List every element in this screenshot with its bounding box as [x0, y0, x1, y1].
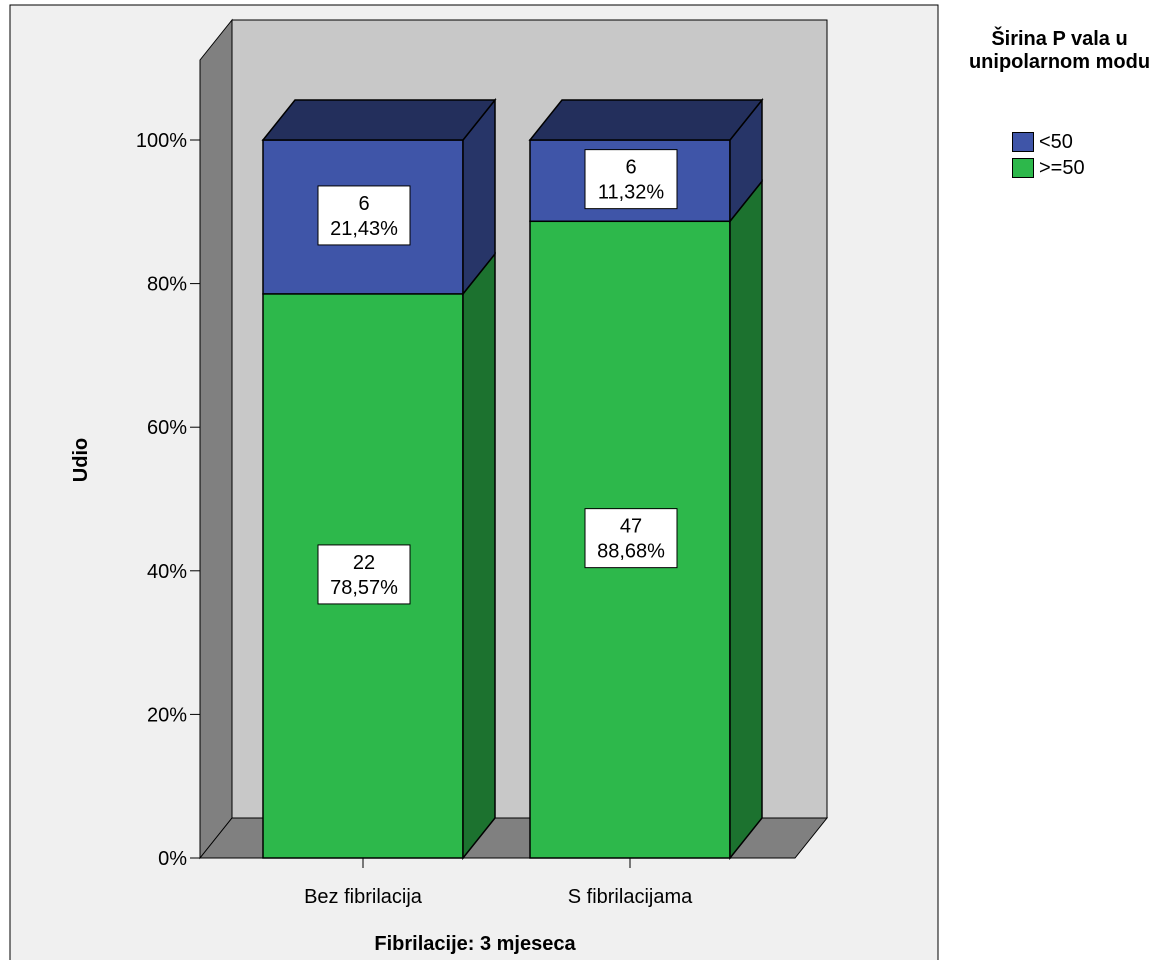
data-label-percent: 21,43%	[330, 218, 398, 240]
legend-swatch	[1012, 132, 1034, 152]
data-label-box	[317, 544, 411, 605]
bar-side-segment	[729, 179, 763, 861]
legend-item: >=50	[1012, 156, 1085, 180]
data-label-box	[584, 508, 678, 569]
data-label-box	[317, 185, 411, 246]
data-label-box	[584, 149, 678, 210]
bar-top-face	[261, 99, 497, 141]
data-label-count: 6	[625, 157, 636, 179]
legend-swatch	[1012, 158, 1034, 178]
legend-label: <50	[1039, 130, 1073, 153]
legend-item: <50	[1012, 130, 1073, 154]
x-tick-label: Bez fibrilacija	[304, 886, 423, 908]
data-label-count: 47	[620, 516, 642, 538]
data-label-percent: 88,68%	[597, 541, 665, 563]
y-tick-label: 60%	[147, 417, 187, 439]
y-tick-label: 80%	[147, 274, 187, 296]
y-tick-label: 20%	[147, 704, 187, 726]
legend-title: Širina P vala u unipolarnom modu	[968, 28, 1151, 73]
y-tick-label: 100%	[136, 130, 187, 152]
data-label-percent: 78,57%	[330, 577, 398, 599]
data-label-count: 22	[353, 552, 375, 574]
bar-top-face	[528, 99, 764, 141]
y-tick-label: 40%	[147, 561, 187, 583]
side-wall	[199, 18, 233, 860]
bar-side-segment	[462, 251, 496, 861]
data-label-count: 6	[358, 193, 369, 215]
legend-label: >=50	[1039, 156, 1085, 179]
y-tick-label: 0%	[158, 848, 187, 870]
data-label-percent: 11,32%	[598, 182, 665, 204]
x-axis-label: Fibrilacije: 3 mjeseca	[374, 933, 576, 955]
y-axis-label: Udio	[70, 438, 92, 482]
x-tick-label: S fibrilacijama	[568, 886, 693, 908]
